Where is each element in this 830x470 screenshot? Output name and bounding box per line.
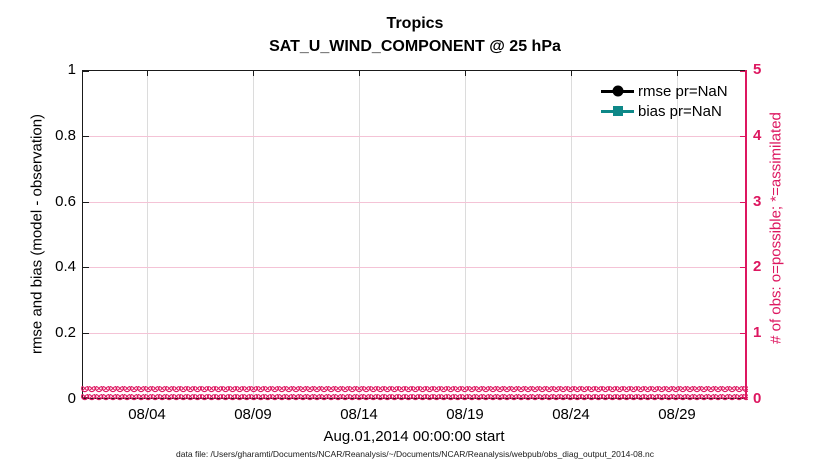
x-tick [253, 70, 254, 76]
y-tick-left [82, 267, 89, 268]
y-tick-label-left: 0.4 [55, 258, 76, 275]
right-spine [745, 70, 747, 399]
y-tick-left [82, 136, 89, 137]
x-tick-label: 08/04 [128, 406, 166, 423]
legend-entry-rmse: rmse pr=NaN [601, 81, 728, 101]
y-tick-left [82, 202, 89, 203]
y-tick-label-left: 0 [67, 390, 76, 407]
x-tick-label: 08/29 [658, 406, 696, 423]
x-tick [147, 70, 148, 76]
chart-subtitle: SAT_U_WIND_COMPONENT @ 25 hPa [269, 38, 561, 55]
y-tick-label-left: 0.8 [55, 127, 76, 144]
x-tick [359, 70, 360, 76]
vertical-gridline [465, 70, 466, 399]
rmse-line-circle-icon [601, 84, 634, 98]
y-tick-label-right: 1 [753, 324, 762, 341]
x-tick-label: 08/24 [552, 406, 590, 423]
x-tick [465, 70, 466, 76]
x-tick-label: 08/09 [234, 406, 272, 423]
y-tick-label-right: 2 [753, 258, 762, 275]
horizontal-gridline [82, 202, 747, 203]
legend-label-bias: bias pr=NaN [638, 102, 722, 120]
y-tick-right [740, 397, 747, 398]
x-tick-label: 08/14 [340, 406, 378, 423]
plot-area: rmse pr=NaN bias pr=NaN ⊗⊗⊗⊗⊗⊗⊗⊗⊗⊗⊗⊗⊗⊗⊗⊗… [80, 70, 748, 402]
horizontal-gridline [82, 267, 747, 268]
y-tick-label-left: 0.2 [55, 324, 76, 341]
vertical-gridline [359, 70, 360, 399]
y-tick-label-left: 0.6 [55, 193, 76, 210]
y-tick-right [740, 136, 747, 137]
y-tick-label-right: 4 [753, 127, 762, 144]
bottom-spine [82, 398, 747, 399]
data-file-footnote: data file: /Users/gharamti/Documents/NCA… [176, 449, 654, 459]
left-spine [82, 70, 83, 399]
vertical-gridline [253, 70, 254, 399]
y-tick-right [740, 202, 747, 203]
chart-title: Tropics [386, 15, 444, 32]
y-tick-label-right: 0 [753, 390, 762, 407]
bias-line-square-icon [601, 104, 634, 118]
y-tick-label-right: 3 [753, 193, 762, 210]
vertical-gridline [677, 70, 678, 399]
top-spine [82, 70, 747, 71]
y-tick-right [740, 267, 747, 268]
obs-assimilated-markers-row: ⊗⊗⊗⊗⊗⊗⊗⊗⊗⊗⊗⊗⊗⊗⊗⊗⊗⊗⊗⊗⊗⊗⊗⊗⊗⊗⊗⊗⊗⊗⊗⊗⊗⊗⊗⊗⊗⊗⊗⊗… [80, 393, 748, 402]
y-tick-right [740, 71, 747, 72]
x-axis-label: Aug.01,2014 00:00:00 start [323, 428, 505, 445]
y-tick-left [82, 71, 89, 72]
x-tick [571, 70, 572, 76]
y-tick-label-right: 5 [753, 61, 762, 78]
obs-count-markers-band: ⊗⊗⊗⊗⊗⊗⊗⊗⊗⊗⊗⊗⊗⊗⊗⊗⊗⊗⊗⊗⊗⊗⊗⊗⊗⊗⊗⊗⊗⊗⊗⊗⊗⊗⊗⊗⊗⊗⊗⊗… [80, 386, 748, 402]
horizontal-gridline [82, 136, 747, 137]
y-axis-label-left: rmse and bias (model - observation) [28, 113, 46, 355]
vertical-gridline [571, 70, 572, 399]
y-tick-right [740, 333, 747, 334]
legend-entry-bias: bias pr=NaN [601, 101, 728, 121]
vertical-gridline [147, 70, 148, 399]
x-tick [677, 70, 678, 76]
y-tick-left [82, 333, 89, 334]
legend: rmse pr=NaN bias pr=NaN [601, 81, 728, 121]
y-axis-label-right: # of obs: o=possible; *=assimilated [767, 112, 785, 344]
x-tick-label: 08/19 [446, 406, 484, 423]
legend-label-rmse: rmse pr=NaN [638, 82, 728, 100]
horizontal-gridline [82, 333, 747, 334]
obs-possible-markers-row: ⊗⊗⊗⊗⊗⊗⊗⊗⊗⊗⊗⊗⊗⊗⊗⊗⊗⊗⊗⊗⊗⊗⊗⊗⊗⊗⊗⊗⊗⊗⊗⊗⊗⊗⊗⊗⊗⊗⊗⊗… [80, 386, 748, 394]
y-tick-label-left: 1 [67, 61, 76, 78]
y-tick-left [82, 397, 89, 398]
